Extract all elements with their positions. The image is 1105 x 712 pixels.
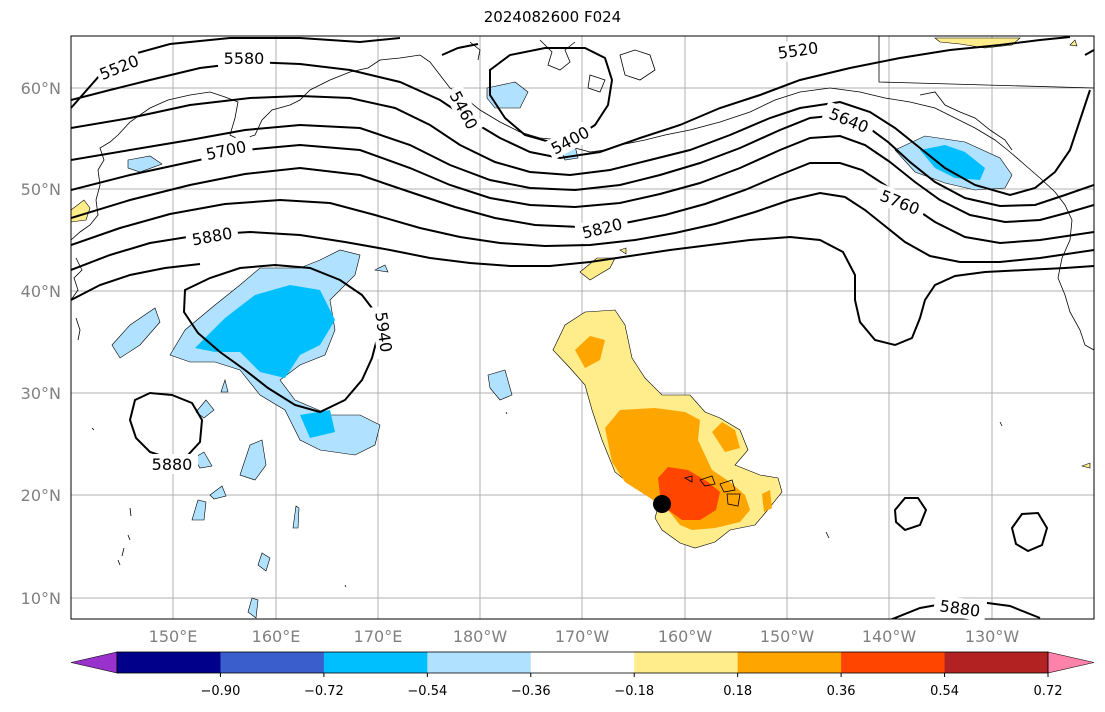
latitude-labels: 60°N 50°N 40°N 30°N 20°N 10°N [21, 79, 61, 608]
latitude-label: 20°N [21, 486, 61, 505]
latitude-label: 60°N [21, 79, 61, 98]
colorbar-segment [117, 652, 221, 673]
contour-label: 5880 [152, 455, 193, 474]
latitude-label: 50°N [21, 180, 61, 199]
longitude-label: 140°W [862, 627, 917, 646]
positive-anomaly-regions [71, 37, 1091, 549]
colorbar-tick-label: −0.72 [304, 684, 344, 699]
colorbar-tick-label: 0.36 [827, 684, 856, 699]
longitude-label: 170°E [354, 627, 403, 646]
colorbar-extend-low [70, 651, 118, 674]
colorbar-tick-label: 0.18 [723, 684, 752, 699]
colorbar-segment [220, 652, 325, 673]
colorbar-segment [737, 652, 842, 673]
location-marker-dot [653, 495, 671, 513]
colorbar-segment [323, 652, 428, 673]
longitude-label: 130°W [965, 627, 1020, 646]
longitude-label: 160°E [252, 627, 301, 646]
contour-label: 5580 [224, 49, 265, 68]
colorbar-tick-label: 0.72 [1034, 684, 1063, 699]
colorbar-tick-label: −0.18 [614, 684, 654, 699]
latitude-label: 30°N [21, 384, 61, 403]
longitude-label: 180°W [453, 627, 508, 646]
colorbar [70, 651, 1095, 674]
longitude-label: 150°E [149, 627, 198, 646]
longitude-label: 160°W [658, 627, 713, 646]
colorbar-segment [634, 652, 739, 673]
colorbar-segment [944, 652, 1049, 673]
colorbar-segment [427, 652, 532, 673]
longitude-label: 170°W [555, 627, 610, 646]
colorbar-tick-label: 0.54 [930, 684, 959, 699]
longitude-label: 150°W [760, 627, 815, 646]
colorbar-tick-label: −0.90 [201, 684, 241, 699]
longitude-labels: 150°E 160°E 170°E 180°W 170°W 160°W 150°W 140°W… [149, 627, 1020, 646]
map-title: 2024082600 F024 [483, 8, 622, 26]
latitude-label: 40°N [21, 282, 61, 301]
coastlines [71, 36, 1094, 588]
colorbar-segment [841, 652, 946, 673]
colorbar-tick-label: −0.54 [407, 684, 447, 699]
colorbar-tick-labels: −0.90 −0.72 −0.54 −0.36 −0.18 0.18 0.36 0.54 0.7… [201, 673, 1063, 699]
negative-anomaly-regions [111, 81, 1013, 619]
colorbar-extend-high [1047, 651, 1095, 674]
colorbar-segment [530, 652, 635, 673]
colorbar-tick-label: −0.36 [511, 684, 551, 699]
latitude-label: 10°N [21, 589, 61, 608]
